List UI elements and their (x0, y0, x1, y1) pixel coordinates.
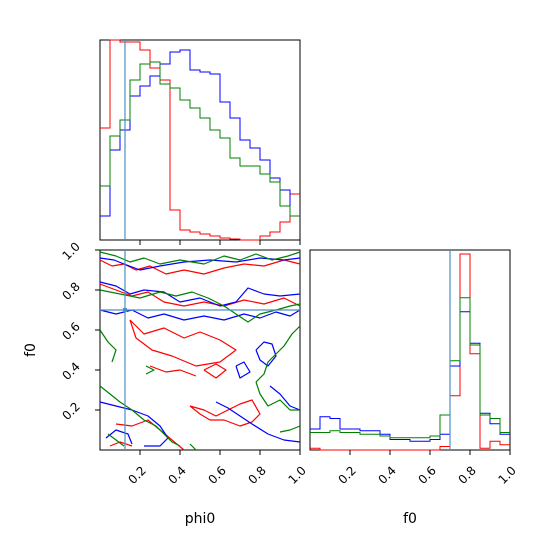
blue-contour-line (99, 401, 169, 447)
blue-contour-line (215, 401, 301, 443)
truth-marker (123, 308, 127, 312)
phi0-x-tick-label: 0.8 (245, 463, 268, 486)
phi0-x-tick-label: 0.6 (205, 463, 228, 486)
green-contour-line (255, 381, 300, 411)
red-histogram-f0 (310, 253, 510, 451)
green-histogram-phi0 (100, 61, 300, 217)
blue-contour-line (235, 361, 251, 379)
green-histogram-f0 (310, 297, 510, 439)
panel-contour (99, 249, 301, 451)
f0-x-tick-label: 0.2 (335, 463, 358, 486)
f0-y-tick-label: 0.4 (59, 359, 82, 382)
f0-histogram-series (310, 250, 510, 451)
red-contour-line (129, 319, 237, 367)
green-contour-line (99, 329, 117, 363)
blue-contour-line (105, 429, 133, 445)
f0-x-tick-label: 1.0 (495, 463, 518, 486)
f0-x-tick-label: 0.6 (415, 463, 438, 486)
phi0-x-tick-label: 0.4 (165, 463, 188, 486)
panel-contour-frame (99, 249, 301, 451)
green-contour-line (145, 365, 155, 375)
blue-contour-line (255, 341, 277, 367)
green-contour-line (255, 325, 301, 383)
red-contour-line (99, 283, 301, 307)
red-contour-line (109, 441, 133, 447)
phi0-x-tick-label: 1.0 (285, 463, 308, 486)
green-contour-line (99, 385, 181, 447)
blue-contour-line (99, 281, 301, 307)
f0-y-tick-label: 0.8 (59, 279, 82, 302)
contour-series (99, 250, 301, 451)
red-contour-line (203, 363, 227, 379)
red-contour-line (149, 365, 197, 377)
x-axis-label-phi0: phi0 (185, 511, 216, 527)
green-contour-line (279, 425, 301, 433)
panel-phi0-histogram-frame (99, 39, 301, 241)
y-axis-label-f0: f0 (23, 343, 39, 357)
f0-y-tick-label: 0.6 (59, 319, 82, 342)
f0-x-tick-label: 0.4 (375, 463, 398, 486)
phi0-histogram-series (100, 39, 300, 241)
green-contour-line (107, 433, 125, 447)
f0-x-tick-label: 0.8 (455, 463, 478, 486)
panel-phi0-histogram (99, 39, 301, 241)
panel-f0-histogram (309, 249, 511, 451)
blue-contour-line (269, 385, 301, 411)
f0-y-tick-label: 0.2 (59, 399, 82, 422)
green-contour-line (99, 289, 301, 323)
f0-y-tick-label: 1.0 (59, 239, 82, 262)
green-contour-line (99, 251, 301, 265)
red-histogram-phi0 (100, 39, 300, 241)
axis-ticks (95, 240, 511, 455)
blue-histogram-phi0 (100, 49, 300, 217)
green-contour-line (189, 443, 197, 451)
red-contour-line (189, 399, 261, 427)
x-axis-label-f0: f0 (403, 511, 417, 527)
phi0-x-tick-label: 0.2 (125, 463, 148, 486)
